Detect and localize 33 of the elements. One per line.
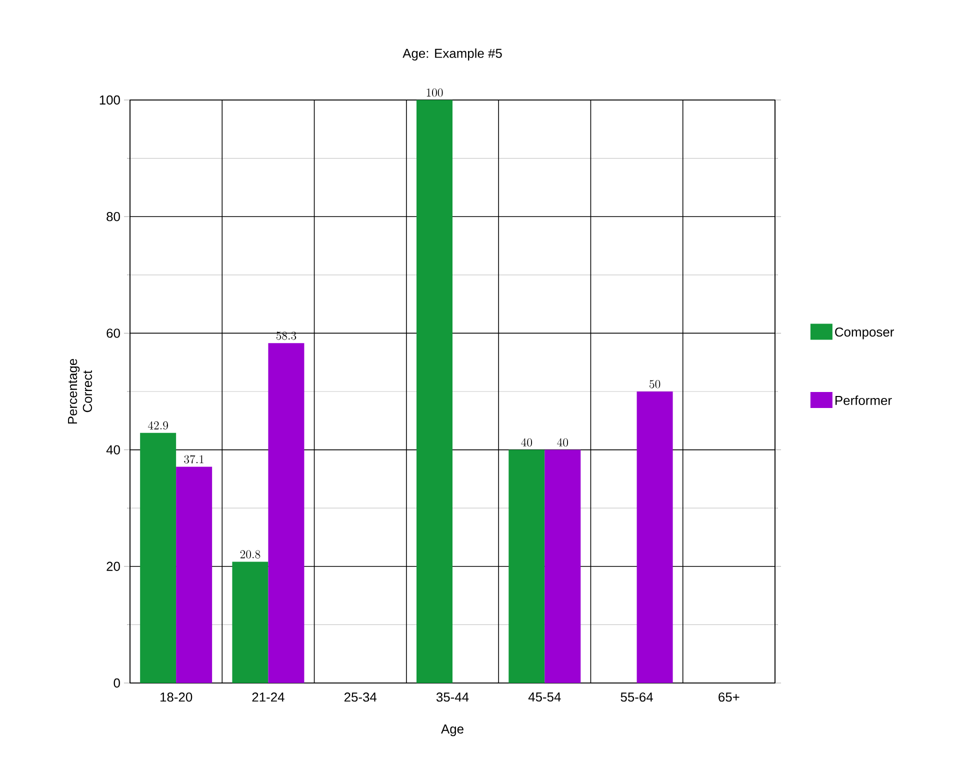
data-label: 50 — [650, 380, 660, 388]
legend-label: Performer — [836, 396, 892, 406]
chart-title: Age: Example #5 — [402, 48, 502, 60]
y-tick-label: 100 — [100, 95, 120, 105]
data-label: 40 — [557, 438, 568, 447]
legend-label: Composer — [835, 327, 894, 340]
bar — [140, 432, 176, 683]
y-tick-label: 0 — [114, 678, 120, 688]
data-label: 20.8 — [240, 550, 260, 558]
bar — [232, 562, 268, 683]
data-label: 37. 1 — [184, 455, 204, 464]
y-tick-label: 40 — [106, 445, 120, 454]
data-label: 40 — [521, 438, 532, 447]
y-tick-label: 60 — [106, 328, 120, 338]
bar — [636, 391, 673, 683]
x-tick-label: 35-44 — [436, 692, 469, 702]
x-axis-title: Age — [441, 724, 464, 736]
y-tick-label: 80 — [106, 212, 120, 222]
x-tick-label: 18-20 — [160, 692, 192, 702]
bar — [416, 100, 453, 683]
bar — [176, 466, 212, 683]
x-tick-label: 65+ — [718, 692, 740, 702]
data-label: 42.9 — [148, 421, 168, 430]
x-tick-label: 55-64 — [620, 692, 653, 702]
bar — [544, 450, 581, 683]
bar — [508, 450, 545, 683]
y-tick-label: 20 — [106, 562, 120, 571]
x-tick-label: 21-24 — [252, 692, 284, 702]
x-tick-label: 25-34 — [344, 692, 377, 702]
x-tick-label: 45-54 — [528, 692, 561, 702]
bar — [268, 343, 304, 683]
data-label: 100 — [426, 88, 443, 97]
y-axis-title: Percentage Correct — [68, 358, 92, 424]
